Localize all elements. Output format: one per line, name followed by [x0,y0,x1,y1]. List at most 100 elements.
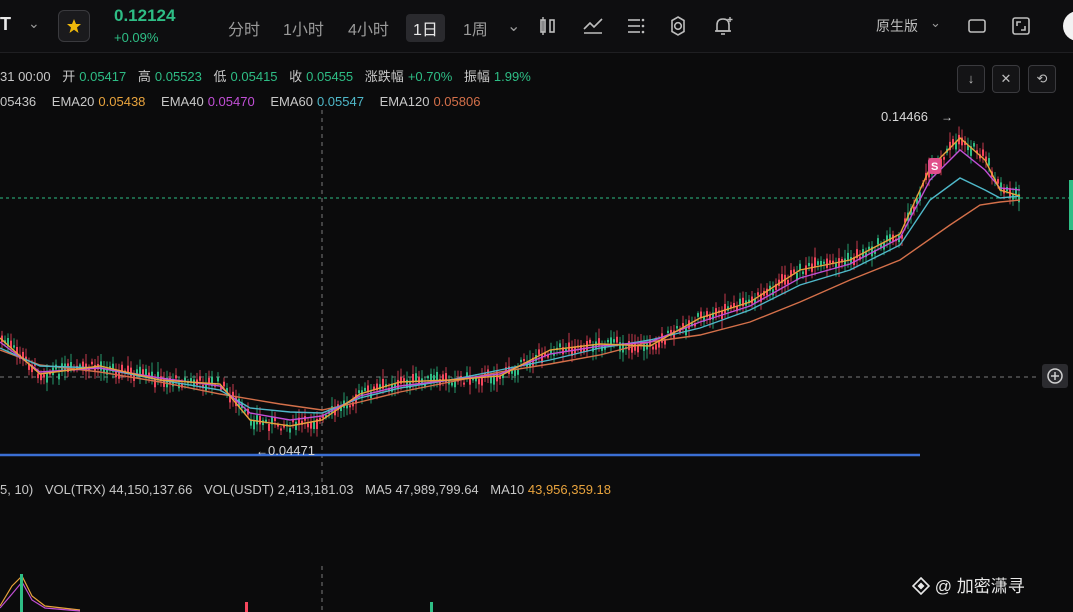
candle-body [151,371,153,379]
candle-body [595,341,597,350]
candle-body [103,367,105,374]
collapse-icon[interactable]: ✕ [992,65,1020,93]
candle-body [622,342,624,353]
tab-timeframe-1h[interactable]: 1小时 [283,22,324,39]
candle-body [274,418,276,422]
candle-body [982,149,984,156]
candle-body [817,261,819,265]
volume-chart [0,566,433,612]
candle-body [31,364,33,373]
candle-body [703,316,705,322]
candle-body [130,367,132,377]
favorite-star-button[interactable] [58,10,90,42]
tab-timeframe-4h[interactable]: 4小时 [348,22,389,39]
top-toolbar: T ⌄ 0.12124 +0.09% 分时 1小时 4小时 1日 1周 ⌄ 原生… [0,0,1073,53]
candle-body [277,424,279,427]
exchange-logo-icon [911,576,931,596]
candle-body [166,377,168,388]
refresh-icon[interactable]: ⟲ [1028,65,1056,93]
candle-body [769,285,771,291]
candle-body [700,311,702,318]
plus-circle-icon [1047,368,1063,384]
candle-body [289,428,291,433]
candle-body [781,274,783,284]
tab-timeframe-1d[interactable]: 1日 [406,14,445,42]
scroll-down-arrow-icon[interactable]: ↓ [957,65,985,93]
candle-body [472,378,474,381]
candle-body [298,417,300,425]
candle-body [40,374,42,381]
candle-body [394,384,396,389]
sell-badge [928,158,941,174]
ema120-line [0,199,1021,411]
candle-body [295,421,297,430]
candle-body [142,369,144,375]
ema20-value: 0.05438 [98,94,146,109]
candle-body [466,372,468,379]
price-axis-marker [1069,180,1073,230]
candle-body [157,371,159,380]
low-marker-arrow-icon: ← [256,444,268,458]
candle-body [379,384,381,390]
candle-body [916,198,918,204]
high-label: 高 [137,69,151,84]
candle-body [451,382,453,386]
candle-body [244,409,246,412]
candle-body [181,382,183,388]
mode-chevron-down-icon[interactable]: ⌄ [930,15,941,30]
candle-body [226,388,228,393]
symbol-chevron-down-icon[interactable]: ⌄ [28,15,40,31]
candle-body [262,420,264,426]
ema120-label: EMA120 [379,94,430,109]
candle-body [37,373,39,379]
candle-body [598,338,600,346]
vol-trx-label: VOL(TRX) [44,482,106,497]
candle-body [223,381,225,387]
candle-body [766,288,768,296]
candle-body [820,260,822,267]
candle-body [736,306,738,312]
drawing-tools-icon[interactable] [625,15,647,37]
candle-body [70,362,72,369]
candle-body [619,342,621,352]
candlestick-chart[interactable]: 0.14466 → ← 0.04471 S [0,110,1073,482]
candle-body [613,339,615,343]
vol-usdt-value: 2,413,181.03 [277,482,354,497]
candle-body [445,373,447,383]
settings-gear-icon[interactable] [667,15,689,37]
avatar[interactable] [1063,11,1073,41]
candle-body [487,369,489,378]
fullscreen-icon[interactable] [1010,15,1032,37]
candle-body [7,338,9,347]
ema-legend: 05436 EMA20 0.05438 EMA40 0.05470 EMA60 0.0… [0,94,484,109]
mode-selector[interactable]: 原生版 [876,18,918,34]
tab-timeframe-1w[interactable]: 1周 [463,22,488,39]
window-icon[interactable] [966,15,988,37]
candle-body [592,345,594,352]
candle-body [319,417,321,421]
candle-body [565,349,567,352]
candle-body [901,234,903,239]
more-timeframes-chevron-icon[interactable]: ⌄ [507,18,521,35]
candle-body [559,343,561,348]
candle-body [433,375,435,383]
candle-body [601,346,603,351]
candle-body [985,156,987,162]
candle-type-icon[interactable] [537,15,559,37]
candle-body [253,420,255,430]
open-label: 开 [62,69,76,84]
candle-body [199,376,201,381]
candle-body [841,258,843,263]
candles [1,126,1020,441]
candle-body [607,339,609,343]
tab-timeframe-line[interactable]: 分时 [228,22,261,39]
candle-body [346,403,348,409]
alert-bell-icon[interactable] [712,15,734,37]
candle-body [10,340,12,349]
add-alert-plus-button[interactable] [1042,364,1068,388]
candle-body [757,292,759,296]
indicator-icon[interactable] [582,15,604,37]
candle-body [799,263,801,271]
ma5-label: MA5 [365,482,392,497]
symbol-name[interactable]: T [0,14,11,34]
